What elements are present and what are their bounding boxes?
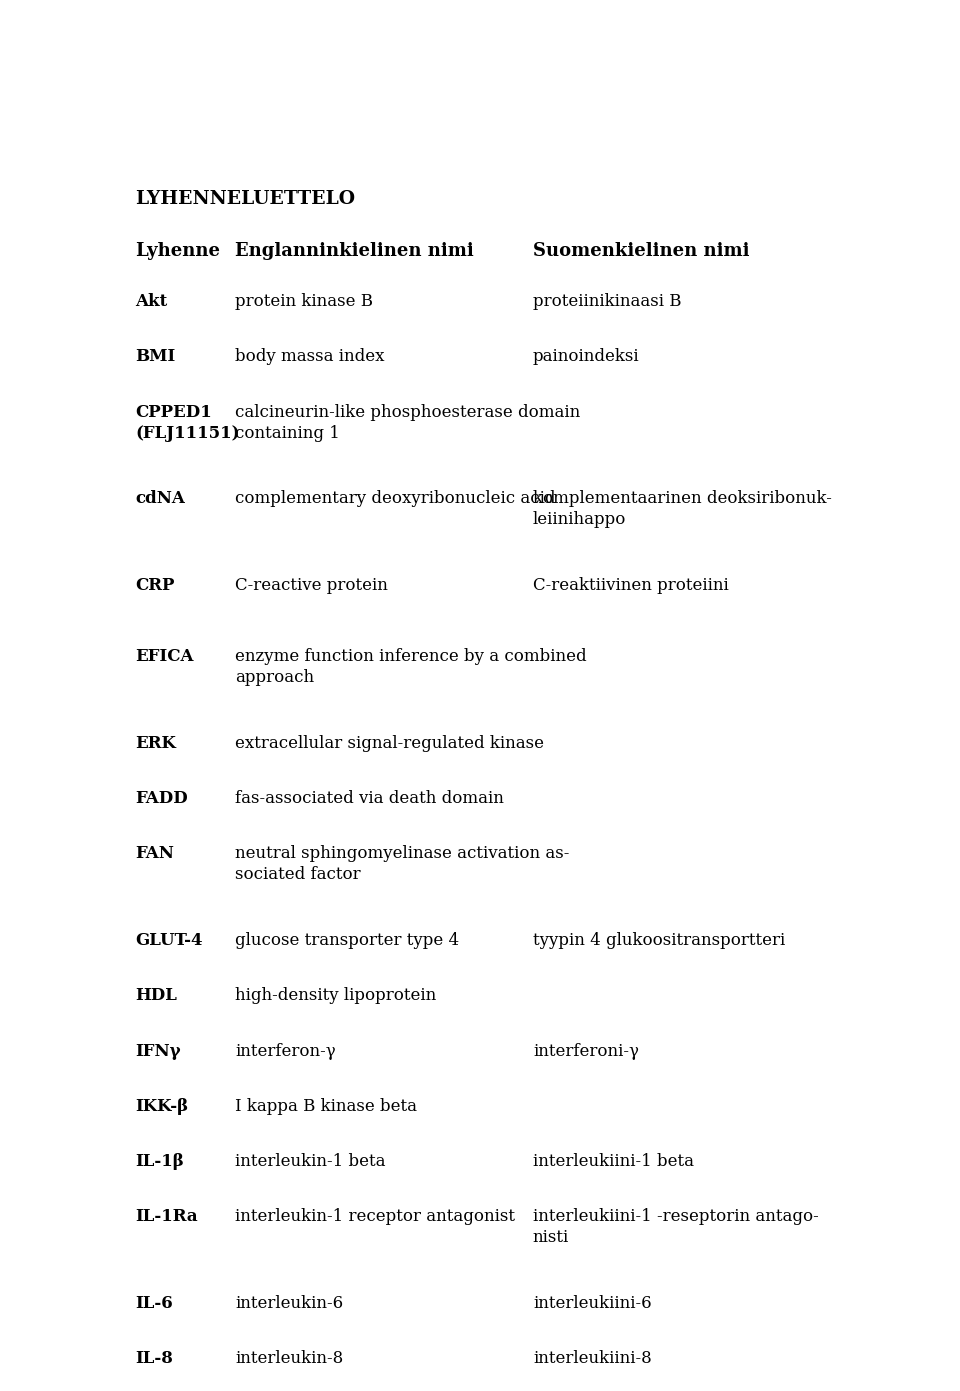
Text: neutral sphingomyelinase activation as-
sociated factor: neutral sphingomyelinase activation as- … bbox=[235, 846, 569, 883]
Text: interferon-γ: interferon-γ bbox=[235, 1042, 336, 1060]
Text: proteiinikinaasi B: proteiinikinaasi B bbox=[533, 294, 682, 310]
Text: interferoni-γ: interferoni-γ bbox=[533, 1042, 638, 1060]
Text: EFICA: EFICA bbox=[134, 648, 193, 665]
Text: fas-associated via death domain: fas-associated via death domain bbox=[235, 790, 504, 807]
Text: I kappa B kinase beta: I kappa B kinase beta bbox=[235, 1097, 418, 1114]
Text: CRP: CRP bbox=[134, 577, 175, 594]
Text: Akt: Akt bbox=[134, 294, 167, 310]
Text: Lyhenne: Lyhenne bbox=[134, 242, 220, 260]
Text: interleukin-8: interleukin-8 bbox=[235, 1349, 344, 1367]
Text: C-reactive protein: C-reactive protein bbox=[235, 577, 388, 594]
Text: interleukiini-6: interleukiini-6 bbox=[533, 1295, 652, 1312]
Text: IL-8: IL-8 bbox=[134, 1349, 173, 1367]
Text: FADD: FADD bbox=[134, 790, 187, 807]
Text: CPPED1
(FLJ11151): CPPED1 (FLJ11151) bbox=[134, 403, 239, 441]
Text: extracellular signal-regulated kinase: extracellular signal-regulated kinase bbox=[235, 734, 544, 753]
Text: IL-6: IL-6 bbox=[134, 1295, 173, 1312]
Text: C-reaktiivinen proteiini: C-reaktiivinen proteiini bbox=[533, 577, 729, 594]
Text: IFNγ: IFNγ bbox=[134, 1042, 180, 1060]
Text: IL-1Ra: IL-1Ra bbox=[134, 1207, 198, 1225]
Text: komplementaarinen deoksiribonuk-
leiinihappo: komplementaarinen deoksiribonuk- leiinih… bbox=[533, 491, 831, 529]
Text: IL-1β: IL-1β bbox=[134, 1153, 183, 1170]
Text: high-density lipoprotein: high-density lipoprotein bbox=[235, 988, 437, 1004]
Text: interleukiini-8: interleukiini-8 bbox=[533, 1349, 652, 1367]
Text: tyypin 4 glukoositransportteri: tyypin 4 glukoositransportteri bbox=[533, 932, 785, 949]
Text: HDL: HDL bbox=[134, 988, 177, 1004]
Text: Suomenkielinen nimi: Suomenkielinen nimi bbox=[533, 242, 750, 260]
Text: LYHENNELUETTELO: LYHENNELUETTELO bbox=[134, 191, 355, 209]
Text: Englanninkielinen nimi: Englanninkielinen nimi bbox=[235, 242, 474, 260]
Text: interleukiini-1 -reseptorin antago-
nisti: interleukiini-1 -reseptorin antago- nist… bbox=[533, 1207, 819, 1246]
Text: calcineurin-like phosphoesterase domain
containing 1: calcineurin-like phosphoesterase domain … bbox=[235, 403, 581, 441]
Text: FAN: FAN bbox=[134, 846, 174, 862]
Text: interleukiini-1 beta: interleukiini-1 beta bbox=[533, 1153, 694, 1170]
Text: interleukin-1 receptor antagonist: interleukin-1 receptor antagonist bbox=[235, 1207, 516, 1225]
Text: complementary deoxyribonucleic acid: complementary deoxyribonucleic acid bbox=[235, 491, 556, 508]
Text: interleukin-6: interleukin-6 bbox=[235, 1295, 344, 1312]
Text: cdNA: cdNA bbox=[134, 491, 184, 508]
Text: IKK-β: IKK-β bbox=[134, 1097, 188, 1114]
Text: glucose transporter type 4: glucose transporter type 4 bbox=[235, 932, 460, 949]
Text: ERK: ERK bbox=[134, 734, 176, 753]
Text: painoindeksi: painoindeksi bbox=[533, 349, 639, 366]
Text: protein kinase B: protein kinase B bbox=[235, 294, 373, 310]
Text: interleukin-1 beta: interleukin-1 beta bbox=[235, 1153, 386, 1170]
Text: enzyme function inference by a combined
approach: enzyme function inference by a combined … bbox=[235, 648, 587, 686]
Text: body massa index: body massa index bbox=[235, 349, 385, 366]
Text: BMI: BMI bbox=[134, 349, 175, 366]
Text: GLUT-4: GLUT-4 bbox=[134, 932, 203, 949]
